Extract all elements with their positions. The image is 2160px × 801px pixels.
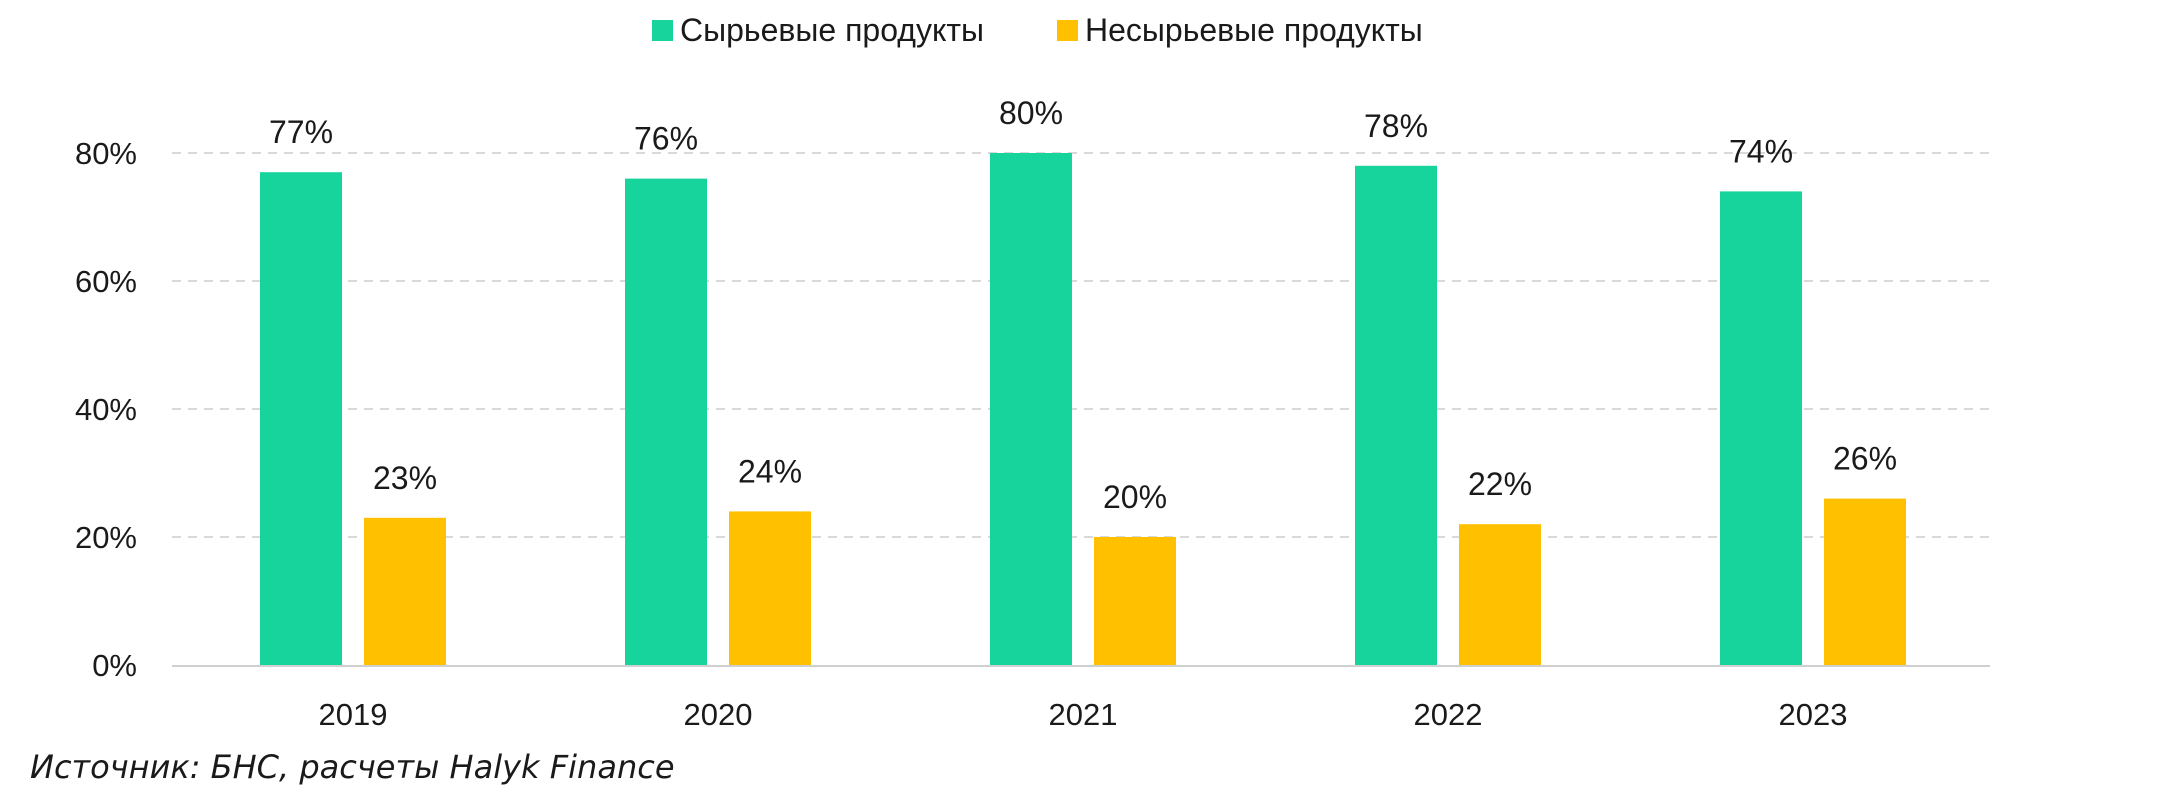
x-tick-label: 2020 — [684, 697, 753, 732]
x-tick-label: 2022 — [1414, 697, 1483, 732]
x-tick-label: 2021 — [1049, 697, 1118, 732]
bar-raw-2021 — [990, 153, 1072, 665]
y-tick-label: 80% — [75, 136, 137, 171]
bar-nonraw-2021 — [1094, 537, 1176, 665]
data-label: 78% — [1364, 108, 1428, 144]
data-label: 24% — [738, 453, 802, 489]
bar-nonraw-2023 — [1824, 498, 1906, 665]
bar-nonraw-2020 — [729, 511, 811, 665]
x-tick-label: 2023 — [1779, 697, 1848, 732]
bar-raw-2019 — [260, 172, 342, 665]
bar-raw-2022 — [1355, 165, 1437, 666]
source-note: Источник: БНС, расчеты Halyk Finance — [30, 748, 675, 786]
legend-label: Сырьевые продукты — [680, 12, 984, 48]
data-label: 26% — [1833, 441, 1897, 477]
x-axis: 2019 2020 2021 2022 2023 — [172, 665, 1990, 732]
data-label: 76% — [634, 121, 698, 157]
legend-swatch-raw — [652, 20, 673, 41]
y-tick-label: 20% — [75, 520, 137, 555]
y-tick-label: 0% — [92, 648, 137, 683]
data-label: 22% — [1468, 466, 1532, 502]
data-label: 20% — [1103, 479, 1167, 515]
x-tick-label: 2019 — [319, 697, 388, 732]
legend-swatch-nonraw — [1057, 20, 1078, 41]
bar-nonraw-2022 — [1459, 524, 1541, 665]
bar-raw-2023 — [1720, 191, 1802, 665]
bar-raw-2020 — [625, 178, 707, 665]
y-axis: 0% 20% 40% 60% 80% — [75, 136, 137, 683]
data-label: 80% — [999, 95, 1063, 131]
data-label: 23% — [373, 460, 437, 496]
bar-nonraw-2019 — [364, 517, 446, 665]
legend-label: Несырьевые продукты — [1085, 12, 1423, 48]
bars: 77% 23% 76% 24% 80% 20% 78% 22% 74% 26% — [260, 95, 1906, 666]
y-tick-label: 60% — [75, 264, 137, 299]
y-tick-label: 40% — [75, 392, 137, 427]
gridlines — [172, 152, 1990, 538]
data-label: 77% — [269, 114, 333, 150]
data-label: 74% — [1729, 133, 1793, 169]
legend: Сырьевые продукты Несырьевые продукты — [652, 12, 1423, 48]
